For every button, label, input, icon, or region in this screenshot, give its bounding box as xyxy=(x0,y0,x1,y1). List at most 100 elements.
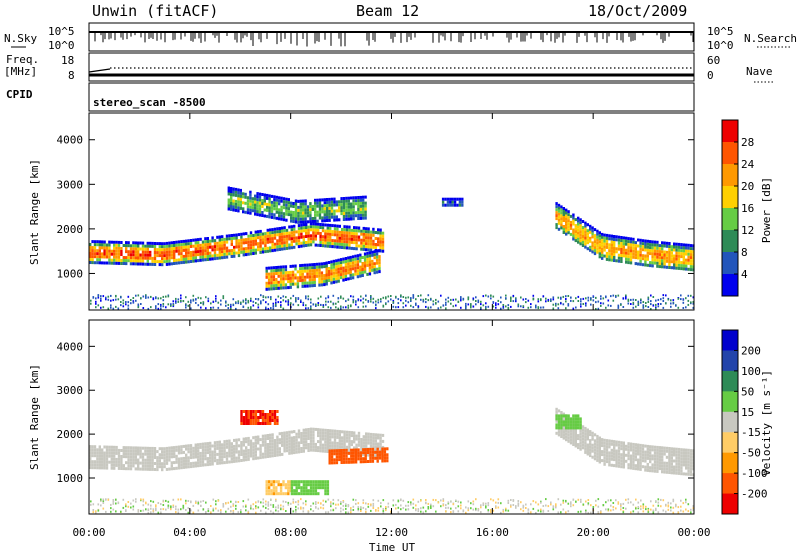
ground-scatter-cell xyxy=(265,301,267,304)
heatmap-cell xyxy=(299,264,302,268)
heatmap-cell xyxy=(646,254,649,258)
heatmap-cell xyxy=(256,198,259,202)
heatmap-cell xyxy=(302,489,306,493)
heatmap-cell xyxy=(347,262,350,266)
ground-scatter-cell xyxy=(587,296,590,299)
ground-scatter-cell xyxy=(100,297,102,300)
heatmap-cell xyxy=(297,205,300,209)
heatmap-cell xyxy=(649,264,652,268)
heatmap-cell xyxy=(194,256,197,260)
heatmap-cell xyxy=(261,235,265,239)
heatmap-cell xyxy=(608,258,611,262)
heatmap-cell xyxy=(317,483,320,487)
heatmap-cell xyxy=(134,467,137,471)
heatmap-cell xyxy=(273,236,277,240)
ground-scatter-cell xyxy=(647,301,650,303)
ground-scatter-cell xyxy=(240,301,242,304)
heatmap-cell xyxy=(312,427,315,431)
heatmap-cell xyxy=(320,277,324,281)
heatmap-cell xyxy=(216,440,219,444)
heatmap-cell xyxy=(259,416,262,419)
ground-scatter-cell xyxy=(510,300,512,302)
heatmap-cell xyxy=(98,451,101,455)
heatmap-cell xyxy=(309,492,313,496)
heatmap-cell xyxy=(103,454,106,458)
heatmap-cell xyxy=(644,263,647,267)
heatmap-cell xyxy=(96,460,99,464)
heatmap-cell xyxy=(673,450,676,454)
heatmap-cell xyxy=(204,454,207,458)
heatmap-cell xyxy=(613,458,616,462)
heatmap-cell xyxy=(336,245,339,249)
heatmap-cell xyxy=(233,254,236,258)
heatmap-cell xyxy=(365,236,368,240)
heatmap-cell xyxy=(113,258,116,262)
heatmap-cell xyxy=(297,450,301,454)
freq-label-1: Freq. xyxy=(6,53,39,66)
ground-scatter-cell xyxy=(290,502,292,505)
heatmap-cell xyxy=(620,236,623,239)
heatmap-cell xyxy=(572,234,575,238)
heatmap-cell xyxy=(577,417,580,421)
heatmap-cell xyxy=(199,258,202,262)
heatmap-cell xyxy=(270,483,273,487)
heatmap-cell xyxy=(670,450,673,454)
heatmap-cell xyxy=(658,458,661,462)
ground-scatter-cell xyxy=(192,504,195,507)
heatmap-cell xyxy=(330,212,334,216)
ground-scatter-cell xyxy=(212,498,215,501)
ground-scatter-cell xyxy=(212,306,215,309)
heatmap-cell xyxy=(302,483,306,487)
heatmap-cell xyxy=(127,452,130,456)
heatmap-cell xyxy=(646,263,649,267)
heatmap-cell xyxy=(340,452,343,455)
heatmap-cell xyxy=(268,203,271,207)
heatmap-cell xyxy=(221,247,224,251)
heatmap-cell xyxy=(182,254,185,258)
heatmap-cell xyxy=(180,249,183,253)
heatmap-cell xyxy=(158,263,161,267)
heatmap-cell xyxy=(125,259,128,263)
heatmap-cell xyxy=(335,218,338,222)
heatmap-cell xyxy=(101,457,104,461)
heatmap-cell xyxy=(342,269,345,273)
heatmap-cell xyxy=(158,251,161,255)
heatmap-cell xyxy=(257,416,260,419)
heatmap-cell xyxy=(182,450,185,454)
ground-scatter-cell xyxy=(170,304,172,307)
heatmap-cell xyxy=(221,443,224,447)
heatmap-cell xyxy=(352,451,355,455)
heatmap-cell xyxy=(345,448,348,452)
ground-scatter-cell xyxy=(352,498,355,501)
ground-scatter-cell xyxy=(172,498,175,501)
heatmap-cell xyxy=(318,280,321,284)
heatmap-cell xyxy=(252,457,255,461)
heatmap-cell xyxy=(634,446,637,450)
heatmap-cell xyxy=(291,279,295,283)
heatmap-cell xyxy=(658,244,661,248)
heatmap-cell xyxy=(187,254,190,258)
heatmap-cell xyxy=(299,208,302,212)
heatmap-cell xyxy=(252,243,255,246)
heatmap-cell xyxy=(163,248,166,252)
heatmap-cell xyxy=(326,210,329,213)
heatmap-cell xyxy=(264,443,267,447)
heatmap-cell xyxy=(318,265,321,269)
heatmap-cell xyxy=(581,446,585,450)
heatmap-cell xyxy=(257,438,260,442)
heatmap-cell xyxy=(347,265,350,269)
heatmap-cell xyxy=(247,249,250,253)
ground-scatter-cell xyxy=(147,511,150,514)
heatmap-cell xyxy=(336,444,339,448)
heatmap-cell xyxy=(374,454,377,458)
heatmap-cell xyxy=(326,444,329,447)
heatmap-cell xyxy=(252,451,255,455)
heatmap-cell xyxy=(277,480,280,484)
y-tick-label: 3000 xyxy=(57,178,84,191)
heatmap-cell xyxy=(273,445,277,448)
ground-scatter-cell xyxy=(680,294,682,297)
heatmap-cell xyxy=(225,442,229,446)
heatmap-cell xyxy=(249,199,252,203)
ground-scatter-cell xyxy=(297,507,300,510)
heatmap-cell xyxy=(257,230,260,234)
